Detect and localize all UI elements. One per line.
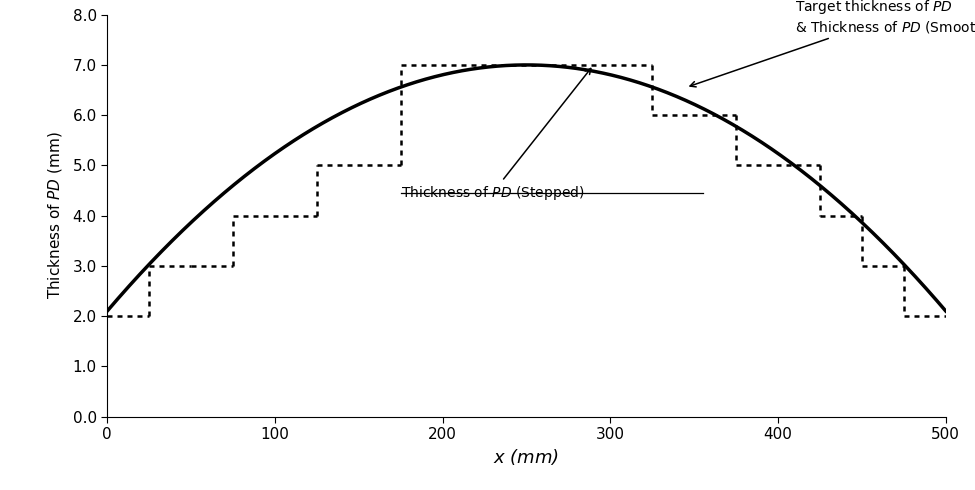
X-axis label: $x$ (mm): $x$ (mm) <box>493 447 560 467</box>
Text: Target thickness of $PD$
& Thickness of $PD$ (Smooth): Target thickness of $PD$ & Thickness of … <box>690 0 975 87</box>
Y-axis label: Thickness of $PD$ (mm): Thickness of $PD$ (mm) <box>46 132 64 299</box>
Text: Thickness of $PD$ (Stepped): Thickness of $PD$ (Stepped) <box>401 69 591 202</box>
